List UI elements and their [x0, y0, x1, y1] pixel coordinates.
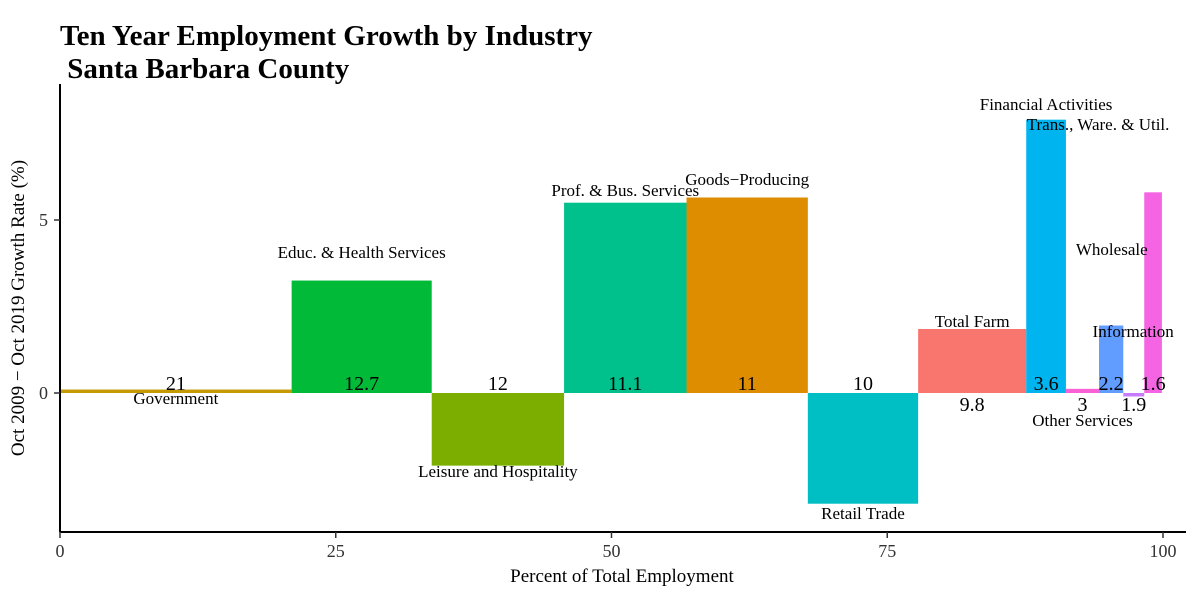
category-label-financial-activities: Financial Activities: [980, 95, 1113, 114]
bar-information: [1099, 325, 1124, 393]
y-tick-label: 0: [39, 383, 48, 403]
bars-group: [60, 119, 1162, 504]
bar-prof-bus-services: [564, 202, 687, 393]
category-label-other-services: Other Services: [1032, 411, 1133, 430]
y-tick-label: 5: [39, 210, 48, 230]
category-label-educ-health-services: Educ. & Health Services: [278, 243, 446, 262]
share-label-retail-trade: 10: [853, 373, 873, 395]
category-label-retail-trade: Retail Trade: [821, 504, 905, 523]
share-label-wholesale: 1.9: [1121, 394, 1146, 416]
category-label-leisure-and-hospitality: Leisure and Hospitality: [418, 462, 578, 481]
x-axis-title: Percent of Total Employment: [510, 566, 734, 587]
category-label-prof-bus-services: Prof. & Bus. Services: [551, 181, 699, 200]
bar-leisure-and-hospitality: [431, 393, 565, 466]
share-label-government: 21: [166, 373, 186, 395]
bar-wholesale: [1123, 393, 1145, 397]
share-label-financial-activities: 3.6: [1034, 373, 1059, 395]
category-label-goods-producing: Goods−Producing: [685, 170, 809, 189]
category-labels-group: Government Educ. & Health Services Leisure…: [133, 95, 1174, 523]
bar-other-services: [1065, 388, 1100, 393]
x-tick-label: 25: [327, 541, 345, 561]
category-label-trans-ware-util: Trans., Ware. & Util.: [1027, 115, 1170, 134]
category-label-information: Information: [1093, 322, 1175, 341]
category-label-government: Government: [133, 389, 218, 408]
category-label-wholesale: Wholesale: [1076, 240, 1148, 259]
x-tick-label: 100: [1150, 541, 1177, 561]
bar-educ-health-services: [291, 280, 432, 393]
x-tick-label: 75: [878, 541, 896, 561]
bar-trans-ware-util: [1144, 192, 1162, 393]
bar-retail-trade: [807, 393, 919, 504]
y-ticks-group: 05: [39, 210, 60, 403]
chart-subtitle: Santa Barbara County: [60, 53, 350, 85]
y-axis-title: Oct 2009 − Oct 2019 Growth Rate (%): [8, 160, 29, 456]
bar-total-farm: [918, 328, 1027, 393]
share-label-educ-health-services: 12.7: [344, 373, 379, 395]
share-label-prof-bus-services: 11.1: [608, 373, 642, 395]
bar-government: [60, 389, 292, 393]
share-label-other-services: 3: [1077, 394, 1087, 416]
bar-goods-producing: [686, 197, 808, 393]
category-label-total-farm: Total Farm: [935, 312, 1010, 331]
bar-financial-activities: [1026, 119, 1066, 393]
share-label-trans-ware-util: 1.6: [1141, 373, 1166, 395]
share-label-leisure-and-hospitality: 12: [488, 373, 508, 395]
chart-title: Ten Year Employment Growth by Industry: [60, 20, 593, 52]
share-labels-group: 21 12.7 12 11.1 11 10 9.8 3.6 3 2.21.91.6: [166, 373, 1166, 416]
x-tick-label: 0: [56, 541, 65, 561]
share-label-goods-producing: 11: [738, 373, 757, 395]
share-label-total-farm: 9.8: [960, 394, 985, 416]
x-tick-label: 50: [603, 541, 621, 561]
x-ticks-group: 0 25 50 75 100: [56, 532, 1177, 561]
share-label-information: 2.2: [1099, 373, 1124, 395]
